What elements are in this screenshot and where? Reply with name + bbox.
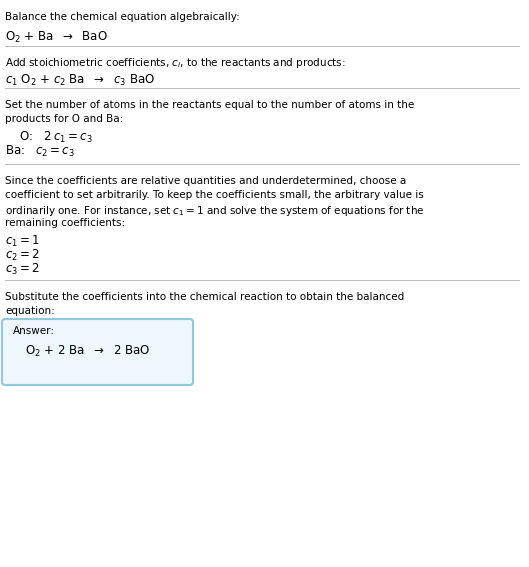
Text: Substitute the coefficients into the chemical reaction to obtain the balanced: Substitute the coefficients into the che… (5, 292, 404, 302)
Text: Answer:: Answer: (13, 326, 55, 336)
Text: Since the coefficients are relative quantities and underdetermined, choose a: Since the coefficients are relative quan… (5, 176, 406, 186)
Text: Add stoichiometric coefficients, $c_i$, to the reactants and products:: Add stoichiometric coefficients, $c_i$, … (5, 56, 345, 70)
Text: remaining coefficients:: remaining coefficients: (5, 218, 125, 228)
Text: coefficient to set arbitrarily. To keep the coefficients small, the arbitrary va: coefficient to set arbitrarily. To keep … (5, 190, 424, 200)
Text: equation:: equation: (5, 306, 54, 316)
FancyBboxPatch shape (2, 319, 193, 385)
Text: Ba:   $c_2 = c_3$: Ba: $c_2 = c_3$ (5, 144, 75, 159)
Text: O$_2$ + Ba  $\rightarrow$  BaO: O$_2$ + Ba $\rightarrow$ BaO (5, 30, 108, 45)
Text: Set the number of atoms in the reactants equal to the number of atoms in the: Set the number of atoms in the reactants… (5, 100, 414, 110)
Text: O:   $2\,c_1 = c_3$: O: $2\,c_1 = c_3$ (12, 130, 93, 145)
Text: ordinarily one. For instance, set $c_1 = 1$ and solve the system of equations fo: ordinarily one. For instance, set $c_1 =… (5, 204, 424, 218)
Text: Balance the chemical equation algebraically:: Balance the chemical equation algebraica… (5, 12, 240, 22)
Text: O$_2$ + 2 Ba  $\rightarrow$  2 BaO: O$_2$ + 2 Ba $\rightarrow$ 2 BaO (25, 344, 150, 359)
Text: $c_2 = 2$: $c_2 = 2$ (5, 248, 40, 263)
Text: $c_3 = 2$: $c_3 = 2$ (5, 262, 40, 277)
Text: $c_1$ O$_2$ + $c_2$ Ba  $\rightarrow$  $c_3$ BaO: $c_1$ O$_2$ + $c_2$ Ba $\rightarrow$ $c_… (5, 73, 155, 88)
Text: $c_1 = 1$: $c_1 = 1$ (5, 234, 40, 249)
Text: products for O and Ba:: products for O and Ba: (5, 114, 123, 124)
